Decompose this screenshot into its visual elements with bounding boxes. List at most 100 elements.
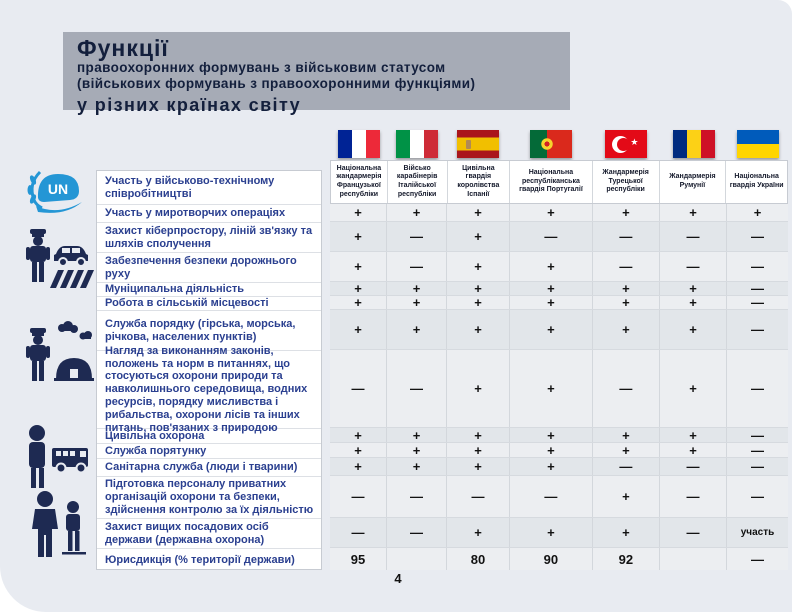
table-cell: + — [753, 205, 762, 220]
function-label: Підготовка персоналу приватних організац… — [97, 477, 321, 519]
un-peacekeeping-helmet-icon: UN — [27, 170, 82, 213]
table-cell: — — [751, 381, 764, 396]
table-cell: — — [660, 458, 728, 475]
table-cell: + — [593, 476, 660, 517]
italy-flag-icon — [396, 130, 438, 158]
table-cell — [660, 548, 728, 570]
table-cell: + — [447, 443, 510, 458]
column-header-portugal: Національна республіканська гвардія Порт… — [510, 161, 593, 203]
table-cell: — — [751, 489, 764, 504]
table-cell: — — [387, 476, 447, 517]
table-cell: + — [510, 310, 593, 349]
function-label: Санітарна служба (люди і тварини) — [97, 459, 321, 477]
table-cell: — — [751, 442, 764, 458]
table-row: 95 80 90 92 — — [330, 548, 788, 570]
table-cell: 90 — [510, 548, 593, 570]
table-cell: — — [751, 281, 764, 296]
table-cell: — — [751, 459, 764, 474]
table-cell: + — [330, 204, 388, 221]
table-cell: + — [387, 458, 447, 475]
table-cell: 95 — [330, 548, 388, 570]
table-cell: + — [447, 204, 510, 221]
table-row: — — + + — + — — [330, 350, 788, 428]
ukraine-flag-icon — [736, 130, 779, 158]
table-cell: — — [751, 259, 764, 274]
table-cell: + — [447, 458, 510, 475]
table-cell: — — [387, 518, 447, 547]
table-header-row: Національна жандармерія Французької респ… — [330, 160, 788, 204]
france-flag-icon — [337, 130, 380, 158]
table-cell: — — [593, 458, 660, 475]
function-label: Служба порядку (гірська, морська, річков… — [97, 311, 321, 351]
table-cell: + — [447, 222, 510, 251]
table-cell: + — [660, 204, 728, 221]
table-cell: + — [660, 350, 728, 427]
table-grid: + + + + + + + + — + — — — — + — + + — — — + + + + + + — + + + + + + — … — [330, 204, 788, 570]
function-label: Цивільна охорона — [97, 429, 321, 444]
table-cell: + — [447, 252, 510, 281]
function-label: Забезпечення безпеки дорожнього руху — [97, 253, 321, 283]
page-title: Функції — [77, 35, 169, 61]
table-cell: — — [387, 222, 447, 251]
table-row: + + + + + + — — [330, 310, 788, 350]
table-cell: — — [387, 350, 447, 427]
function-label: Захист кіберпростору, ліній зв'язку та ш… — [97, 223, 321, 253]
table-cell: + — [660, 281, 728, 296]
romania-flag-icon — [672, 130, 715, 158]
portugal-emblem — [541, 138, 554, 150]
table-row: + + + + + + + — [330, 204, 788, 222]
table-cell: + — [330, 281, 388, 296]
table-cell: + — [387, 295, 447, 310]
table-cell: + — [510, 252, 593, 281]
table-cell: — — [751, 295, 764, 310]
table-cell: + — [447, 281, 510, 296]
table-cell: + — [510, 295, 593, 310]
table-cell: + — [447, 310, 510, 349]
table-cell: + — [593, 518, 660, 547]
table-cell: + — [593, 295, 660, 310]
column-header-turkey: Жандармерія Турецької республіки — [593, 161, 660, 203]
table-cell: + — [593, 281, 660, 296]
table-cell: — — [510, 222, 593, 251]
table-cell: + — [593, 428, 660, 443]
table-cell: — — [447, 476, 510, 517]
table-cell: — — [751, 427, 764, 443]
table-cell: + — [447, 350, 510, 427]
table-row: + + + + — — — — [330, 458, 788, 476]
table-cell: + — [510, 458, 593, 475]
table-cell: + — [387, 204, 447, 221]
table-cell: + — [593, 310, 660, 349]
svg-text:UN: UN — [48, 181, 68, 197]
portugal-flag-icon — [530, 130, 573, 158]
table-cell: + — [510, 443, 593, 458]
table-cell: — — [751, 322, 764, 337]
table-cell: + — [447, 518, 510, 547]
table-cell: — — [660, 518, 728, 547]
table-cell: + — [330, 428, 388, 443]
table-cell: + — [330, 295, 388, 310]
table-cell: 92 — [593, 548, 660, 570]
function-label: Нагляд за виконанням законів, положень т… — [97, 345, 321, 434]
column-header-spain: Цивільна гвардія королівства Іспанії — [448, 161, 511, 203]
column-header-romania: Жандармерія Румунії — [660, 161, 727, 203]
table-cell: + — [510, 428, 593, 443]
field-officer-tent-icon — [26, 321, 94, 381]
function-label: Робота в сільській місцевості — [97, 297, 321, 311]
flags-row: ★ — [330, 129, 788, 159]
table-cell: + — [510, 350, 593, 427]
title-bar: Функції правоохоронних формувань з війсь… — [63, 32, 570, 115]
function-list: Участь у військово-технічному співробітн… — [96, 170, 322, 570]
function-label: Муніципальна діяльність — [97, 283, 321, 297]
table-cell: — — [330, 518, 388, 547]
function-label: Служба порятунку — [97, 444, 321, 459]
table-cell — [387, 548, 447, 570]
spain-flag-icon — [457, 130, 500, 158]
table-cell: — — [593, 222, 660, 251]
table-cell: — — [330, 476, 388, 517]
table-row: — — + + + — участь — [330, 518, 788, 548]
spain-emblem — [466, 140, 472, 149]
table-row: + + + + + + — — [330, 443, 788, 458]
table-cell: + — [593, 204, 660, 221]
